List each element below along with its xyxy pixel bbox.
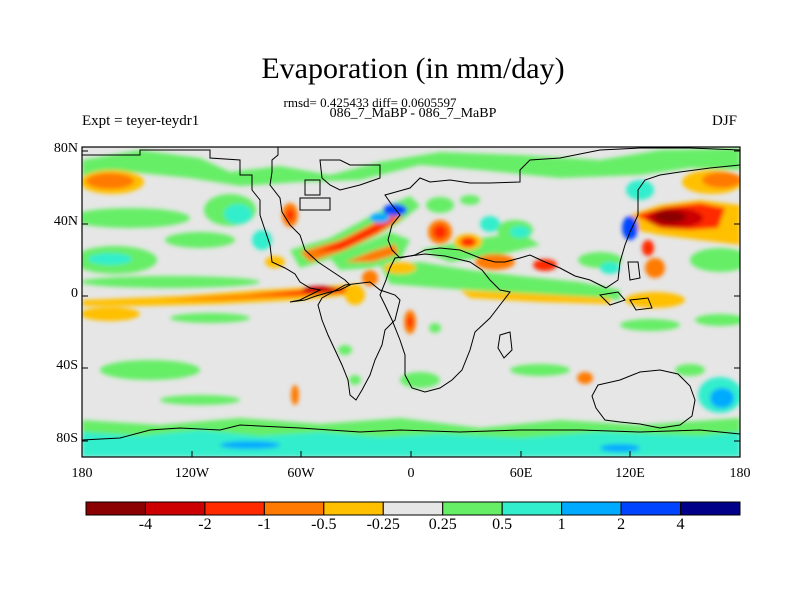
lat-label-80s: 80S [56,431,78,446]
experiment-label: Expt = teyer-teydr1 [82,113,200,129]
lat-label-40n: 40N [53,214,78,229]
contour-fields [82,148,740,457]
chart-title: Evaporation (in mm/day) [261,52,565,85]
colorbar-swatch [144,501,206,516]
colorbar-swatch [561,501,622,516]
map-ticks [82,150,740,457]
colorbar-label: -1 [257,516,272,533]
colorbar-label: -4 [138,516,153,533]
map-plot-area [82,147,740,457]
colorbar-swatch [85,501,146,516]
case-subtitle: 086_7_MaBP - 086_7_MaBP [329,106,497,121]
lat-label-40s: 40S [56,358,78,373]
lon-label-120e: 120E [615,466,645,481]
coastlines [82,147,740,441]
season-label: DJF [712,113,738,129]
colorbar-label: -2 [198,516,212,533]
colorbar-label: 0.5 [492,516,513,533]
lon-label-180w: 180 [71,466,93,481]
colorbar-label: 1 [557,516,566,533]
lat-label-80n: 80N [53,141,78,156]
stats-subtitle: rmsd= 0.425433 diff= 0.0605597 [283,95,457,110]
colorbar-label: 2 [617,516,626,533]
colorbar-label: -0.5 [311,516,337,533]
lon-label-0: 0 [407,466,415,481]
colorbar-label: 0.25 [428,516,457,533]
colorbar-swatch [382,501,444,516]
colorbar-swatch [442,501,503,516]
lat-label-eq: 0 [71,286,78,301]
lon-label-60e: 60E [509,466,533,481]
map-frame [81,146,741,458]
lon-label-120w: 120W [174,466,210,481]
colorbar [85,501,741,516]
colorbar-swatch [263,501,325,516]
colorbar-label: 4 [676,516,685,533]
colorbar-swatch [620,501,682,516]
colorbar-swatch [501,501,563,516]
colorbar-swatch [204,501,265,516]
colorbar-swatch [680,501,741,516]
lon-label-60w: 60W [287,466,315,481]
lon-label-180e: 180 [729,466,751,481]
colorbar-label: -0.25 [366,516,400,533]
colorbar-swatch [323,501,384,516]
